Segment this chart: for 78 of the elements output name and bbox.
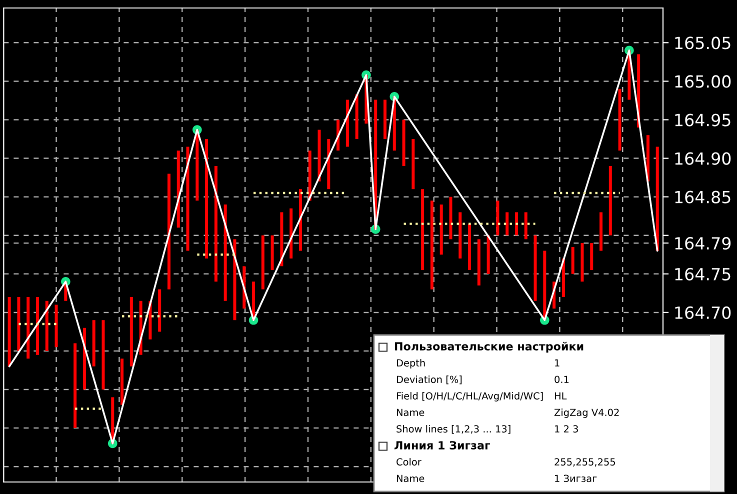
annotation: ZigZag V4.02 — [554, 408, 619, 418]
annotation: Линия 1 Зигзаг — [394, 441, 490, 450]
bar — [74, 343, 77, 428]
annotation: HL — [554, 392, 567, 400]
bar — [45, 300, 48, 351]
bar — [290, 208, 293, 258]
bar — [308, 150, 312, 201]
annotation: 255,255,255 — [554, 458, 615, 467]
annotation: Deviation [%] — [396, 376, 462, 384]
y-tick-label: 164.75 — [675, 268, 730, 280]
y-tick-label: 164.90 — [675, 152, 731, 165]
annotation: Depth — [396, 359, 425, 368]
y-tick-label: 165.00 — [675, 75, 731, 88]
bar — [618, 88, 622, 151]
bar — [17, 297, 20, 351]
bar — [355, 94, 358, 140]
y-tick-label: 164.79 — [675, 237, 731, 250]
bar — [383, 100, 386, 140]
bar — [486, 235, 490, 274]
bar — [514, 212, 518, 236]
bar — [176, 150, 180, 228]
bar — [477, 239, 480, 286]
annotation: Пользовательские настройки — [395, 342, 584, 353]
bar — [280, 212, 284, 266]
bar — [158, 289, 162, 332]
bar — [36, 297, 39, 355]
bar — [496, 200, 500, 236]
bar — [600, 212, 603, 251]
bar — [261, 235, 264, 290]
bar — [270, 235, 274, 270]
bar — [571, 246, 574, 274]
bar — [92, 320, 96, 366]
bar — [233, 239, 236, 320]
bar — [26, 297, 30, 359]
bar — [402, 120, 406, 166]
annotation: 1 — [555, 359, 560, 366]
bar — [468, 224, 472, 270]
bar — [580, 243, 584, 282]
bar — [543, 250, 546, 320]
bar — [54, 304, 58, 348]
bar — [224, 204, 227, 301]
bar — [8, 297, 11, 366]
bar — [430, 200, 434, 290]
bar — [346, 100, 349, 147]
annotation: Field [O/H/L/C/HL/Avg/Mid/WC] — [396, 392, 543, 402]
bar — [656, 146, 659, 251]
bar — [534, 235, 537, 301]
annotation: Name — [396, 408, 424, 416]
bar — [524, 212, 528, 240]
bar — [186, 146, 190, 251]
bar — [167, 174, 170, 290]
annotation: 0.1 — [554, 376, 569, 384]
bar — [449, 196, 452, 240]
annotation: 1 2 3 — [555, 425, 578, 433]
bar — [590, 243, 594, 270]
bar — [102, 320, 105, 390]
bar — [458, 212, 462, 258]
y-tick-label: 164.70 — [675, 306, 731, 320]
y-tick-label: 164.85 — [675, 190, 730, 204]
annotation: Color — [396, 458, 422, 466]
bar — [506, 212, 509, 236]
y-tick-label: 165.05 — [675, 36, 730, 50]
bar — [412, 139, 415, 190]
bar — [421, 189, 424, 270]
annotation: Name — [396, 474, 424, 482]
bar — [608, 166, 612, 236]
bar — [130, 297, 133, 366]
bar — [327, 139, 330, 190]
annotation: Show lines [1,2,3 ... 13] — [396, 425, 510, 434]
bar — [298, 189, 302, 251]
bar — [120, 358, 124, 405]
annotation: 1 Зигзаг — [555, 474, 597, 482]
bar — [318, 130, 321, 182]
bar — [196, 130, 199, 201]
bar — [205, 139, 208, 258]
bar — [214, 166, 218, 282]
bar — [440, 204, 443, 255]
y-tick-label: 164.95 — [675, 114, 730, 126]
